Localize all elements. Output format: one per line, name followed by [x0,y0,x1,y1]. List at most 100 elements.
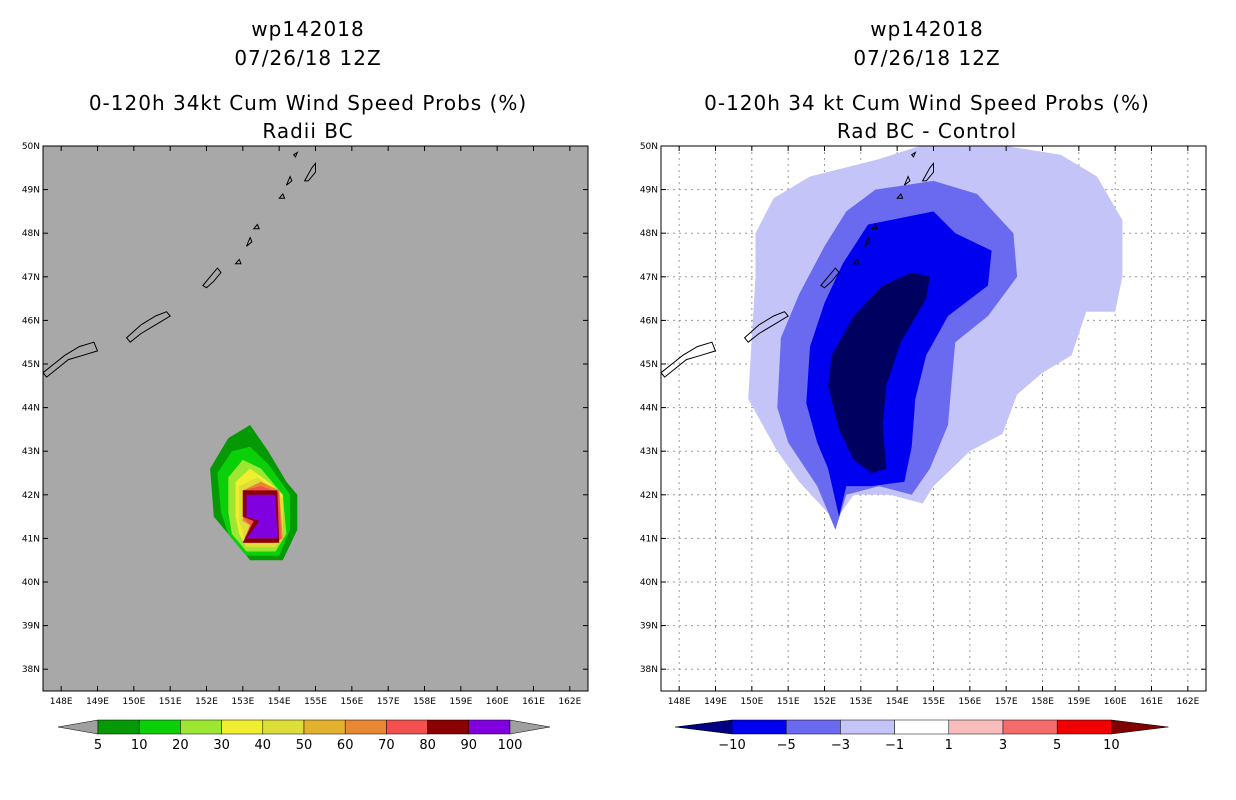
colorbar-swatch [1056,719,1112,735]
colorbar-label: 1 [945,738,953,753]
x-tick-label: 156E [958,697,981,707]
coastline [303,161,316,182]
colorbar-swatch [97,719,140,735]
x-tick-label: 160E [1104,697,1127,707]
colorbar-end-arrow [1111,719,1169,735]
y-tick-label: 41N [22,534,40,544]
left-title-subtitle: Radii BC [262,119,354,143]
colorbar-swatch [468,719,511,735]
x-tick-label: 149E [704,697,727,707]
left-title-storm-id: wp142018 [251,17,365,41]
colorbar-swatch [731,719,787,735]
coastline [852,258,860,265]
y-tick-label: 50N [640,142,658,152]
colorbar-label: 60 [337,738,354,753]
colorbar-swatch [840,719,895,735]
contour-level-100 [246,494,278,539]
colorbar-swatch [262,719,305,735]
y-tick-label: 49N [22,186,40,196]
y-tick-label: 39N [640,622,658,632]
colorbar-label: 5 [1053,738,1061,753]
colorbar-label: 100 [498,738,523,753]
x-tick-label: 159E [449,697,472,707]
plot-background [43,146,588,691]
x-tick-label: 154E [886,697,909,707]
y-tick-label: 48N [22,229,40,239]
colorbar-swatch [948,719,1004,735]
x-tick-label: 154E [268,697,291,707]
plot-area [43,151,316,561]
x-tick-label: 159E [1067,697,1090,707]
x-tick-label: 155E [922,697,945,707]
colorbar-label: 90 [461,738,478,753]
y-tick-label: 47N [22,273,40,283]
coastline [870,223,878,230]
colorbar-swatch [894,719,950,735]
colorbar-label: 10 [131,738,148,753]
colorbar-swatch [427,719,470,735]
y-tick-label: 40N [22,578,40,588]
chart-panel-rad-bc-control: 148E 149E 150E 151E 152E 153E 154E 155E 156E 157E… [640,142,1207,753]
y-tick-label: 47N [640,273,658,283]
y-tick-label: 50N [22,142,40,152]
y-tick-label: 42N [22,491,40,501]
x-tick-label: 148E [50,697,73,707]
colorbar-legend: −10 −5 −3 −1 1 3 5 10 [674,719,1169,753]
x-tick-label: 149E [86,697,109,707]
y-tick-label: 38N [640,665,658,675]
x-tick-label: 161E [522,697,545,707]
coastline [896,193,904,199]
x-tick-label: 148E [668,697,691,707]
colorbar-label: −1 [885,738,904,753]
colorbar-label: 20 [172,738,189,753]
colorbar-start-arrow [57,719,99,735]
coastline [234,258,242,265]
x-tick-label: 162E [1176,697,1199,707]
y-tick-label: 46N [640,316,658,326]
x-tick-label: 158E [1031,697,1054,707]
y-tick-label: 42N [640,491,658,501]
x-tick-label: 157E [377,697,400,707]
coastline [921,161,934,182]
colorbar-label: 3 [999,738,1007,753]
coastline [252,223,260,230]
colorbar-start-arrow [674,719,733,735]
colorbar-label: 50 [296,738,313,753]
colorbar-swatch [180,719,222,735]
y-tick-label: 45N [22,360,40,370]
colorbar-swatch [221,719,264,735]
coastline [202,267,222,289]
coastline [125,311,171,343]
right-title-subtitle: Rad BC - Control [836,119,1018,143]
colorbar-swatch [785,719,841,735]
right-title-datetime: 07/26/18 12Z [853,46,1001,70]
y-tick-label: 48N [640,229,658,239]
plot-area [661,146,1206,691]
colorbar-swatch [344,719,387,735]
colorbar-label: 30 [213,738,230,753]
x-tick-label: 156E [340,697,363,707]
colorbar-label: 40 [255,738,272,753]
coastline [246,236,253,247]
x-tick-label: 155E [304,697,327,707]
y-tick-label: 45N [640,360,658,370]
left-title-product: 0-120h 34kt Cum Wind Speed Probs (%) [88,91,528,115]
colorbar-swatch [1002,719,1058,735]
coastline [910,151,917,158]
y-tick-label: 43N [22,447,40,457]
coastline [292,151,299,158]
y-tick-label: 43N [640,447,658,457]
right-title-storm-id: wp142018 [870,17,984,41]
x-tick-label: 157E [995,697,1018,707]
y-tick-label: 44N [640,404,658,414]
chart-panel-radii-bc: 148E 149E 150E 151E 152E 153E 154E 155E 156E 157E… [22,142,589,753]
right-title-product: 0-120h 34 kt Cum Wind Speed Probs (%) [704,91,1150,115]
coastline [903,175,911,186]
colorbar-label: 80 [419,738,436,753]
colorbar-label: 5 [94,738,102,753]
y-tick-label: 40N [640,578,658,588]
x-tick-label: 160E [486,697,509,707]
coastline [864,236,871,247]
x-tick-label: 153E [849,697,872,707]
